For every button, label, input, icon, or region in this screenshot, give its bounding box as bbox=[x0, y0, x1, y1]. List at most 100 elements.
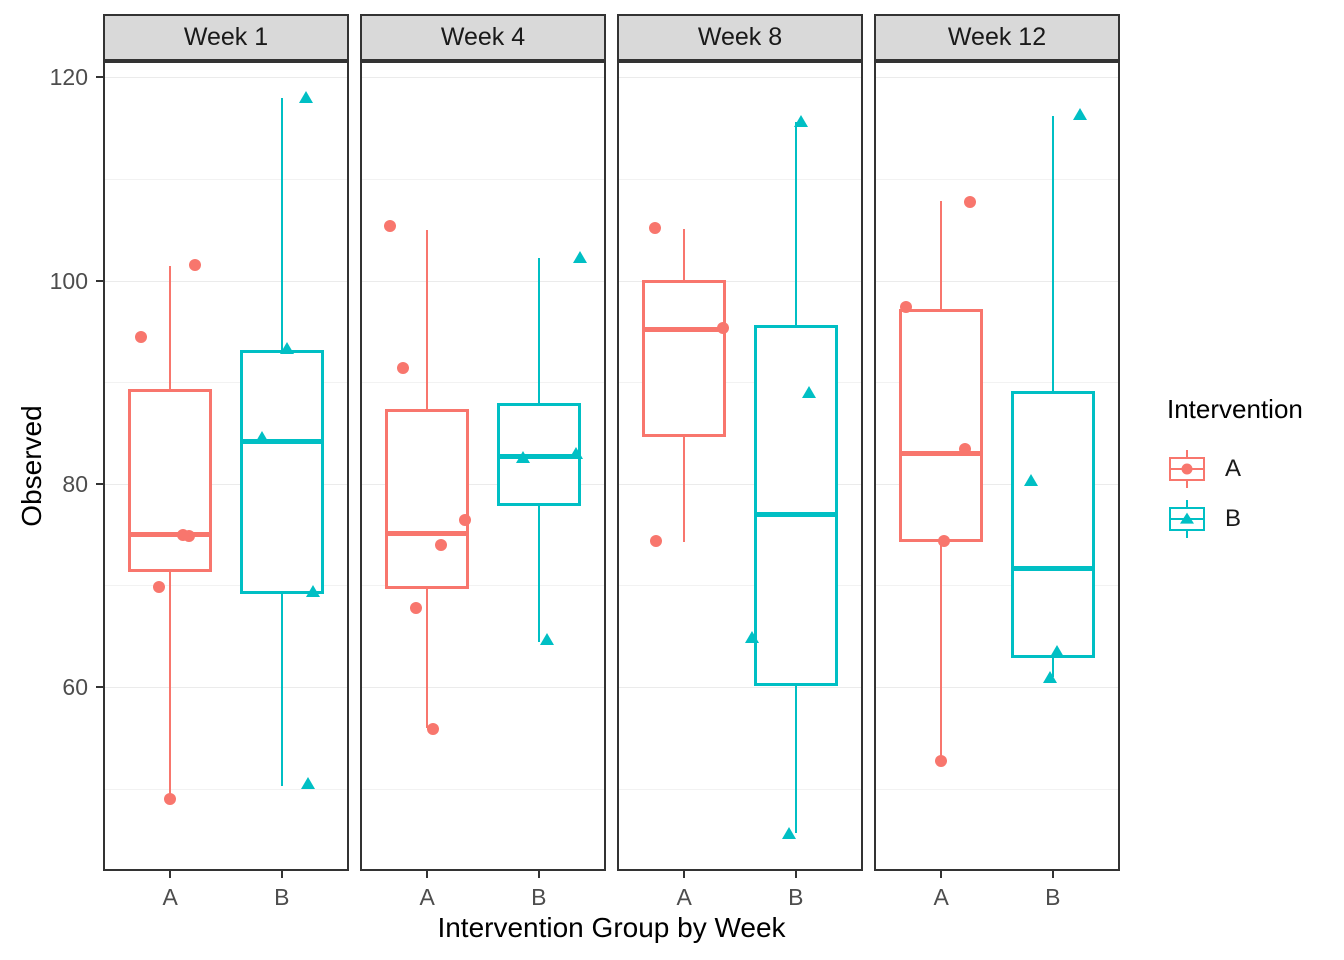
x-axis-tick-label: A bbox=[676, 884, 692, 910]
x-axis-tick-mark bbox=[794, 871, 797, 878]
boxplot-box bbox=[128, 389, 213, 573]
x-axis-tick-label: B bbox=[531, 884, 547, 910]
boxplot-median-line bbox=[239, 438, 324, 444]
jitter-point-circle bbox=[648, 221, 661, 234]
grid-minor-line bbox=[105, 788, 347, 790]
boxplot-box bbox=[642, 279, 727, 438]
jitter-point-triangle bbox=[781, 827, 796, 840]
jitter-point-triangle bbox=[279, 341, 294, 354]
facet-panel bbox=[103, 61, 349, 871]
jitter-point-circle bbox=[935, 755, 948, 768]
facet-strip: Week 1 bbox=[103, 14, 349, 61]
jitter-point-triangle bbox=[298, 90, 313, 103]
boxplot-lower-whisker bbox=[537, 506, 540, 643]
jitter-point-circle bbox=[164, 792, 177, 805]
grid-major-line bbox=[105, 77, 347, 79]
boxplot-median-line bbox=[385, 531, 470, 537]
boxplot-upper-whisker bbox=[683, 228, 686, 280]
grid-minor-line bbox=[105, 178, 347, 180]
jitter-point-triangle bbox=[1042, 670, 1057, 683]
x-axis-tick-mark bbox=[683, 871, 686, 878]
grid-minor-line bbox=[876, 382, 1118, 384]
jitter-point-triangle bbox=[539, 633, 554, 646]
grid-major-line bbox=[619, 483, 861, 485]
grid-minor-line bbox=[619, 585, 861, 587]
triangle-marker-icon bbox=[1180, 512, 1194, 524]
y-axis-tick-mark bbox=[96, 76, 103, 79]
legend-item-group-a: A bbox=[1167, 449, 1343, 489]
x-axis-tick-label: B bbox=[788, 884, 804, 910]
boxplot-median-line bbox=[753, 511, 838, 517]
grid-major-line bbox=[876, 77, 1118, 79]
boxplot-box bbox=[899, 308, 984, 542]
grid-minor-line bbox=[105, 382, 347, 384]
jitter-point-circle bbox=[649, 534, 662, 547]
jitter-point-circle bbox=[183, 529, 196, 542]
circle-marker-icon bbox=[1181, 463, 1193, 475]
x-axis-tick-label: B bbox=[1045, 884, 1061, 910]
jitter-point-circle bbox=[434, 538, 447, 551]
jitter-point-circle bbox=[899, 300, 912, 313]
facet-panel bbox=[874, 61, 1120, 871]
y-axis-tick-label: 80 bbox=[62, 470, 88, 497]
grid-major-line bbox=[619, 280, 861, 282]
boxplot-lower-whisker bbox=[280, 593, 283, 786]
y-axis-tick-mark bbox=[96, 686, 103, 689]
x-axis-tick-mark bbox=[537, 871, 540, 878]
y-axis-tick-label: 60 bbox=[62, 674, 88, 701]
jitter-point-triangle bbox=[569, 447, 584, 460]
boxplot-key-glyph-b bbox=[1169, 500, 1205, 538]
grid-minor-line bbox=[876, 788, 1118, 790]
boxplot-lower-whisker bbox=[169, 572, 172, 799]
legend: Intervention A B bbox=[1167, 394, 1343, 549]
grid-major-line bbox=[876, 280, 1118, 282]
x-axis-title: Intervention Group by Week bbox=[437, 912, 786, 943]
boxplot-box bbox=[239, 349, 324, 594]
grid-major-line bbox=[362, 77, 604, 79]
y-axis-tick-label: 120 bbox=[49, 64, 88, 91]
jitter-point-circle bbox=[427, 722, 440, 735]
facet-panel bbox=[360, 61, 606, 871]
boxplot-box bbox=[385, 408, 470, 590]
grid-major-line bbox=[619, 77, 861, 79]
boxplot-lower-whisker bbox=[426, 589, 429, 728]
y-axis-tick-mark bbox=[96, 279, 103, 282]
boxplot-box bbox=[753, 325, 838, 687]
legend-label-b: B bbox=[1225, 505, 1242, 532]
grid-minor-line bbox=[876, 178, 1118, 180]
jitter-point-triangle bbox=[801, 386, 816, 399]
jitter-point-circle bbox=[396, 361, 409, 374]
grid-major-line bbox=[362, 483, 604, 485]
boxplot-median-line bbox=[899, 450, 984, 456]
grid-minor-line bbox=[876, 585, 1118, 587]
grid-major-line bbox=[362, 280, 604, 282]
x-axis-tick-mark bbox=[940, 871, 943, 878]
grid-minor-line bbox=[362, 788, 604, 790]
boxplot-upper-whisker bbox=[1051, 115, 1054, 392]
boxplot-median-line bbox=[496, 453, 581, 459]
boxplot-lower-whisker bbox=[1051, 657, 1054, 677]
jitter-point-triangle bbox=[516, 451, 531, 464]
legend-item-group-b: B bbox=[1167, 499, 1343, 539]
legend-label-a: A bbox=[1225, 455, 1242, 482]
jitter-point-triangle bbox=[1049, 645, 1064, 658]
grid-major-line bbox=[105, 280, 347, 282]
grid-minor-line bbox=[362, 585, 604, 587]
jitter-point-circle bbox=[958, 443, 971, 456]
x-axis-tick-label: A bbox=[933, 884, 949, 910]
jitter-point-triangle bbox=[300, 776, 315, 789]
grid-minor-line bbox=[619, 382, 861, 384]
grid-major-line bbox=[362, 687, 604, 689]
boxplot-box bbox=[1010, 391, 1095, 658]
jitter-point-triangle bbox=[254, 431, 269, 444]
x-axis-tick-mark bbox=[280, 871, 283, 878]
y-axis-tick-mark bbox=[96, 482, 103, 485]
jitter-point-triangle bbox=[744, 631, 759, 644]
grid-major-line bbox=[619, 687, 861, 689]
y-axis-tick-label: 100 bbox=[49, 267, 88, 294]
jitter-point-triangle bbox=[1073, 107, 1088, 120]
boxplot-upper-whisker bbox=[940, 201, 943, 309]
jitter-point-circle bbox=[134, 331, 147, 344]
jitter-point-circle bbox=[458, 514, 471, 527]
x-axis-tick-mark bbox=[1051, 871, 1054, 878]
